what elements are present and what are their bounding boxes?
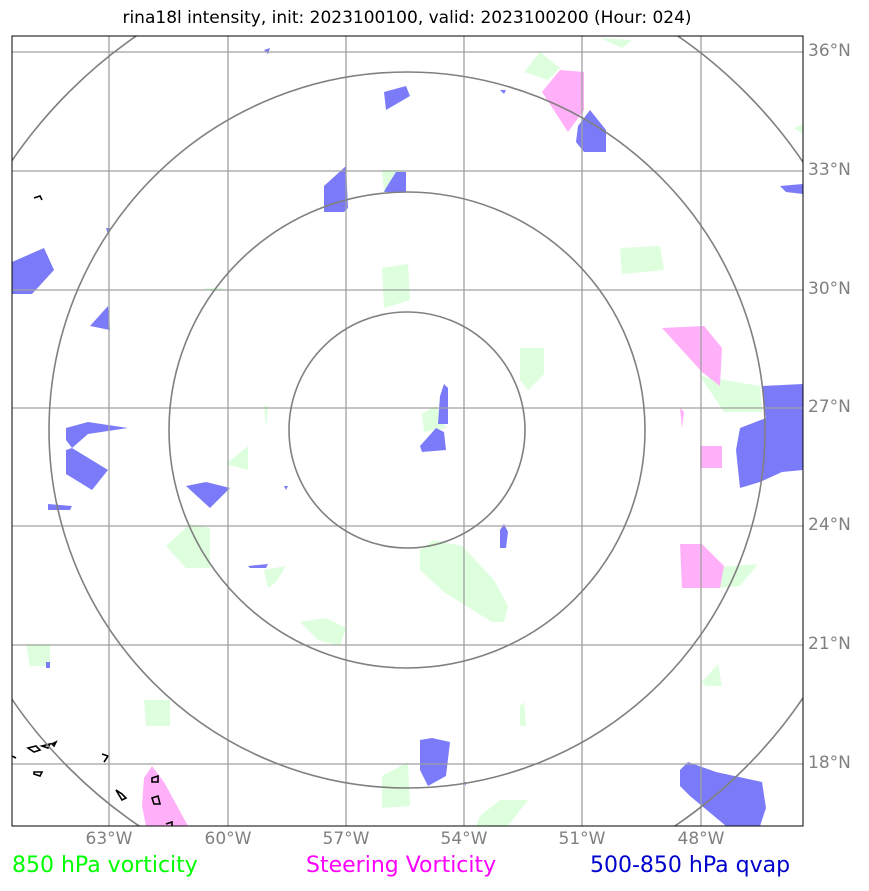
- vorticity-area: [26, 644, 50, 666]
- lon-label-63w: 63°W: [85, 829, 133, 849]
- lat-label-27n: 27°N: [808, 397, 851, 417]
- coastline-island: [165, 820, 173, 826]
- qvap-area: [576, 110, 606, 152]
- legend-steering-vorticity: Steering Vorticity: [306, 853, 497, 878]
- coastlines: [12, 195, 173, 826]
- range-ring-inner: [288, 311, 526, 549]
- coastline-island: [33, 195, 43, 201]
- qvap-area: [500, 524, 508, 548]
- vorticity-area: [702, 664, 722, 686]
- lat-label-18n: 18°N: [808, 753, 851, 773]
- qvap-area: [186, 482, 230, 508]
- vorticity-area: [524, 52, 560, 80]
- qvap-area: [736, 384, 803, 488]
- vorticity-area: [520, 348, 544, 390]
- qvap-area: [46, 662, 50, 668]
- coastline-island: [151, 774, 159, 783]
- qvap-areas: [12, 48, 803, 826]
- vorticity-area: [620, 246, 664, 274]
- vorticity-area: [264, 566, 286, 588]
- steering-area: [542, 70, 584, 132]
- vorticity-area: [600, 38, 632, 48]
- qvap-area: [284, 486, 288, 490]
- vorticity-area: [226, 446, 248, 470]
- range-ring-third: [48, 71, 766, 789]
- qvap-area: [12, 248, 54, 294]
- steering-area: [680, 408, 684, 428]
- vorticity-area: [520, 702, 526, 726]
- vorticity-area: [700, 376, 762, 412]
- qvap-area: [500, 90, 506, 94]
- qvap-area: [384, 86, 410, 110]
- vorticity-area: [264, 406, 268, 428]
- legend-qvap: 500-850 hPa qvap: [590, 853, 791, 878]
- steering-vorticity-areas: [142, 70, 724, 826]
- qvap-area: [680, 762, 766, 826]
- qvap-area: [66, 448, 108, 490]
- lat-label-24n: 24°N: [808, 515, 851, 535]
- vorticity-area: [382, 762, 410, 808]
- lat-label-30n: 30°N: [808, 279, 851, 299]
- steering-area: [700, 446, 722, 468]
- vorticity-850-areas: [26, 38, 803, 826]
- qvap-area: [438, 384, 448, 424]
- qvap-area: [264, 48, 270, 54]
- vorticity-area: [382, 264, 410, 308]
- lat-label-21n: 21°N: [808, 634, 851, 654]
- lon-label-48w: 48°W: [677, 829, 725, 849]
- qvap-area: [90, 306, 110, 330]
- vorticity-area: [422, 406, 446, 432]
- coastline-island: [26, 745, 42, 753]
- legend-850-vorticity: 850 hPa vorticity: [12, 853, 198, 878]
- qvap-area: [248, 564, 268, 568]
- coastline-island: [150, 794, 162, 805]
- map-frame: [11, 35, 804, 827]
- lat-label-33n: 33°N: [808, 160, 851, 180]
- range-ring-second: [168, 191, 646, 669]
- coastline-island: [50, 740, 58, 748]
- coastline-island: [33, 771, 44, 777]
- qvap-area: [780, 184, 803, 194]
- steering-area: [680, 544, 724, 588]
- graticule: [12, 36, 803, 826]
- lon-label-51w: 51°W: [558, 829, 606, 849]
- vorticity-area: [794, 124, 803, 134]
- steering-area: [662, 326, 722, 386]
- coastline-island: [115, 789, 128, 802]
- qvap-area: [384, 172, 406, 192]
- lat-label-36n: 36°N: [808, 41, 851, 61]
- coastline-island: [101, 753, 110, 763]
- qvap-area: [48, 504, 72, 510]
- steering-area: [142, 766, 188, 826]
- qvap-area: [420, 428, 446, 452]
- lon-label-60w: 60°W: [204, 829, 252, 849]
- vorticity-area: [144, 700, 170, 726]
- lon-label-57w: 57°W: [322, 829, 370, 849]
- map-title: rina18l intensity, init: 2023100100, val…: [122, 8, 692, 28]
- lon-label-54w: 54°W: [440, 829, 488, 849]
- vorticity-area: [166, 524, 210, 568]
- qvap-area: [420, 738, 450, 786]
- vorticity-area: [300, 618, 346, 646]
- coastline-island: [12, 755, 17, 759]
- qvap-area: [66, 422, 128, 448]
- vorticity-area: [476, 800, 528, 826]
